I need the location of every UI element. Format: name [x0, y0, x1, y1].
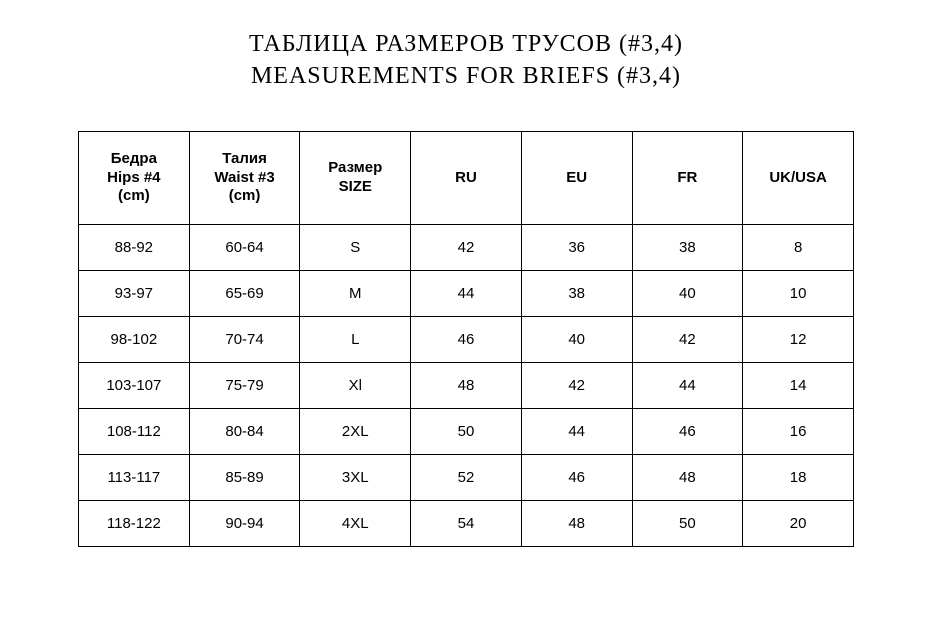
table-row: 108-112 80-84 2XL 50 44 46 16: [79, 409, 854, 455]
cell: 38: [521, 271, 632, 317]
cell: 40: [521, 317, 632, 363]
cell: 75-79: [189, 363, 300, 409]
cell: 103-107: [79, 363, 190, 409]
cell: 44: [521, 409, 632, 455]
col-size: Размер SIZE: [300, 131, 411, 224]
table-row: 88-92 60-64 S 42 36 38 8: [79, 225, 854, 271]
table-body: 88-92 60-64 S 42 36 38 8 93-97 65-69 M 4…: [79, 225, 854, 547]
cell: 90-94: [189, 501, 300, 547]
cell: 88-92: [79, 225, 190, 271]
cell: 3XL: [300, 455, 411, 501]
cell: M: [300, 271, 411, 317]
cell: 98-102: [79, 317, 190, 363]
title-block: ТАБЛИЦА РАЗМЕРОВ ТРУСОВ (#3,4) MEASUREME…: [0, 0, 932, 113]
table-row: 118-122 90-94 4XL 54 48 50 20: [79, 501, 854, 547]
table-row: 113-117 85-89 3XL 52 46 48 18: [79, 455, 854, 501]
cell: 12: [743, 317, 854, 363]
cell: 48: [632, 455, 743, 501]
col-fr: FR: [632, 131, 743, 224]
cell: 50: [411, 409, 522, 455]
col-waist: Талия Waist #3 (cm): [189, 131, 300, 224]
cell: 20: [743, 501, 854, 547]
table-header-row: Бедра Hips #4 (cm) Талия Waist #3 (cm) Р…: [79, 131, 854, 224]
cell: 42: [411, 225, 522, 271]
cell: 54: [411, 501, 522, 547]
cell: 48: [411, 363, 522, 409]
col-eu: EU: [521, 131, 632, 224]
cell: 40: [632, 271, 743, 317]
cell: 8: [743, 225, 854, 271]
cell: 113-117: [79, 455, 190, 501]
size-table: Бедра Hips #4 (cm) Талия Waist #3 (cm) Р…: [78, 131, 854, 547]
cell: 2XL: [300, 409, 411, 455]
cell: 18: [743, 455, 854, 501]
cell: Xl: [300, 363, 411, 409]
cell: 16: [743, 409, 854, 455]
title-line-ru: ТАБЛИЦА РАЗМЕРОВ ТРУСОВ (#3,4): [0, 28, 932, 60]
cell: 46: [632, 409, 743, 455]
title-line-en: MEASUREMENTS FOR BRIEFS (#3,4): [0, 60, 932, 92]
size-table-wrap: Бедра Hips #4 (cm) Талия Waist #3 (cm) Р…: [0, 113, 932, 547]
cell: 42: [521, 363, 632, 409]
cell: 14: [743, 363, 854, 409]
cell: 118-122: [79, 501, 190, 547]
cell: 10: [743, 271, 854, 317]
cell: 50: [632, 501, 743, 547]
col-ukusa: UK/USA: [743, 131, 854, 224]
cell: S: [300, 225, 411, 271]
cell: 70-74: [189, 317, 300, 363]
table-row: 93-97 65-69 M 44 38 40 10: [79, 271, 854, 317]
cell: L: [300, 317, 411, 363]
cell: 46: [411, 317, 522, 363]
cell: 65-69: [189, 271, 300, 317]
cell: 38: [632, 225, 743, 271]
cell: 44: [632, 363, 743, 409]
table-row: 103-107 75-79 Xl 48 42 44 14: [79, 363, 854, 409]
cell: 48: [521, 501, 632, 547]
cell: 52: [411, 455, 522, 501]
cell: 46: [521, 455, 632, 501]
cell: 42: [632, 317, 743, 363]
cell: 36: [521, 225, 632, 271]
cell: 85-89: [189, 455, 300, 501]
cell: 93-97: [79, 271, 190, 317]
cell: 80-84: [189, 409, 300, 455]
cell: 60-64: [189, 225, 300, 271]
col-ru: RU: [411, 131, 522, 224]
cell: 44: [411, 271, 522, 317]
table-row: 98-102 70-74 L 46 40 42 12: [79, 317, 854, 363]
cell: 108-112: [79, 409, 190, 455]
col-hips: Бедра Hips #4 (cm): [79, 131, 190, 224]
cell: 4XL: [300, 501, 411, 547]
